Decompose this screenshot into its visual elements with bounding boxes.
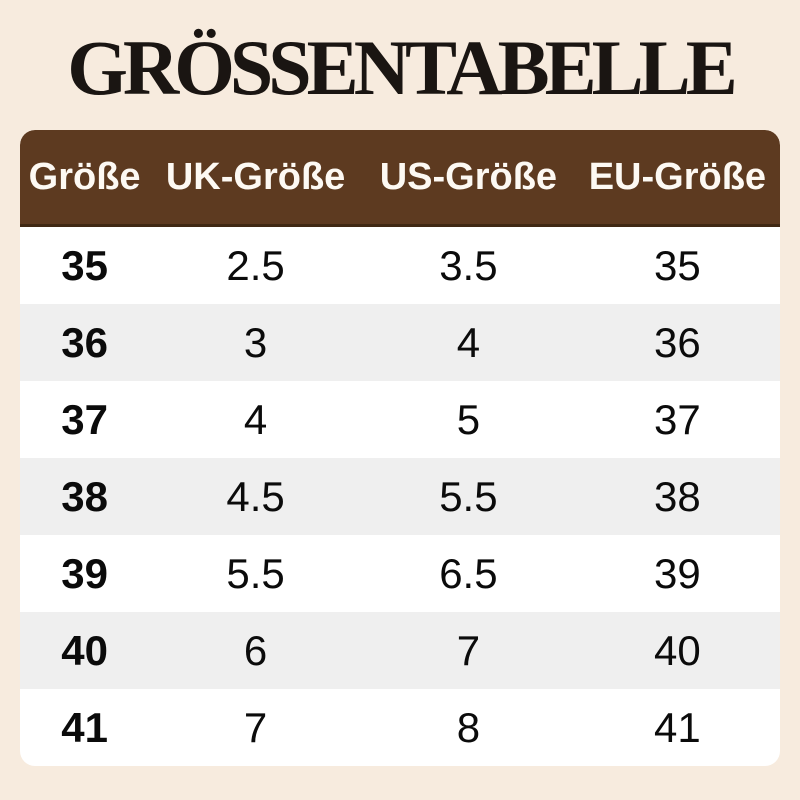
- table-cell-us: 3.5: [439, 241, 498, 289]
- column-header-eu: EU-Größe: [588, 155, 767, 198]
- table-cell-uk: 4: [243, 395, 268, 443]
- column-header-us: US-Größe: [379, 155, 558, 198]
- size-chart-table: Größe UK-Größe US-Größe EU-Größe 35 2.5 …: [20, 130, 780, 766]
- table-cell-uk: 5.5: [226, 549, 285, 597]
- table-row: 41 7 8 41: [20, 689, 780, 766]
- table-cell-uk: 4.5: [226, 472, 285, 520]
- table-row: 36 3 4 36: [20, 304, 780, 381]
- table-cell-uk: 2.5: [226, 241, 285, 289]
- table-row: 39 5.5 6.5 39: [20, 535, 780, 612]
- table-cell-eu: 37: [654, 395, 701, 443]
- table-cell-uk: 3: [243, 318, 268, 366]
- table-cell-eu: 41: [654, 703, 701, 751]
- title-bar: GRÖSSENTABELLE: [0, 0, 800, 130]
- table-cell-us: 4: [456, 318, 481, 366]
- table-cell-size: 38: [61, 472, 108, 520]
- table-cell-size: 39: [61, 549, 108, 597]
- table-cell-uk: 7: [243, 703, 268, 751]
- table-cell-size: 35: [61, 241, 108, 289]
- table-cell-size: 40: [61, 626, 108, 674]
- table-cell-eu: 39: [654, 549, 701, 597]
- table-cell-us: 8: [456, 703, 481, 751]
- table-cell-us: 5.5: [439, 472, 498, 520]
- table-cell-size: 41: [61, 703, 108, 751]
- table-cell-us: 5: [456, 395, 481, 443]
- page-title: GRÖSSENTABELLE: [67, 24, 737, 111]
- table-cell-size: 37: [61, 395, 108, 443]
- table-row: 38 4.5 5.5 38: [20, 458, 780, 535]
- table-cell-eu: 36: [654, 318, 701, 366]
- table-row: 37 4 5 37: [20, 381, 780, 458]
- table-header-row: Größe UK-Größe US-Größe EU-Größe: [20, 130, 780, 227]
- table-cell-uk: 6: [243, 626, 268, 674]
- column-header-groesse: Größe: [28, 155, 141, 198]
- table-cell-size: 36: [61, 318, 108, 366]
- table-cell-eu: 38: [654, 472, 701, 520]
- table-cell-eu: 35: [654, 241, 701, 289]
- column-header-uk: UK-Größe: [165, 155, 346, 198]
- table-row: 40 6 7 40: [20, 612, 780, 689]
- table-cell-us: 7: [456, 626, 481, 674]
- table-row: 35 2.5 3.5 35: [20, 227, 780, 304]
- table-cell-eu: 40: [654, 626, 701, 674]
- table-cell-us: 6.5: [439, 549, 498, 597]
